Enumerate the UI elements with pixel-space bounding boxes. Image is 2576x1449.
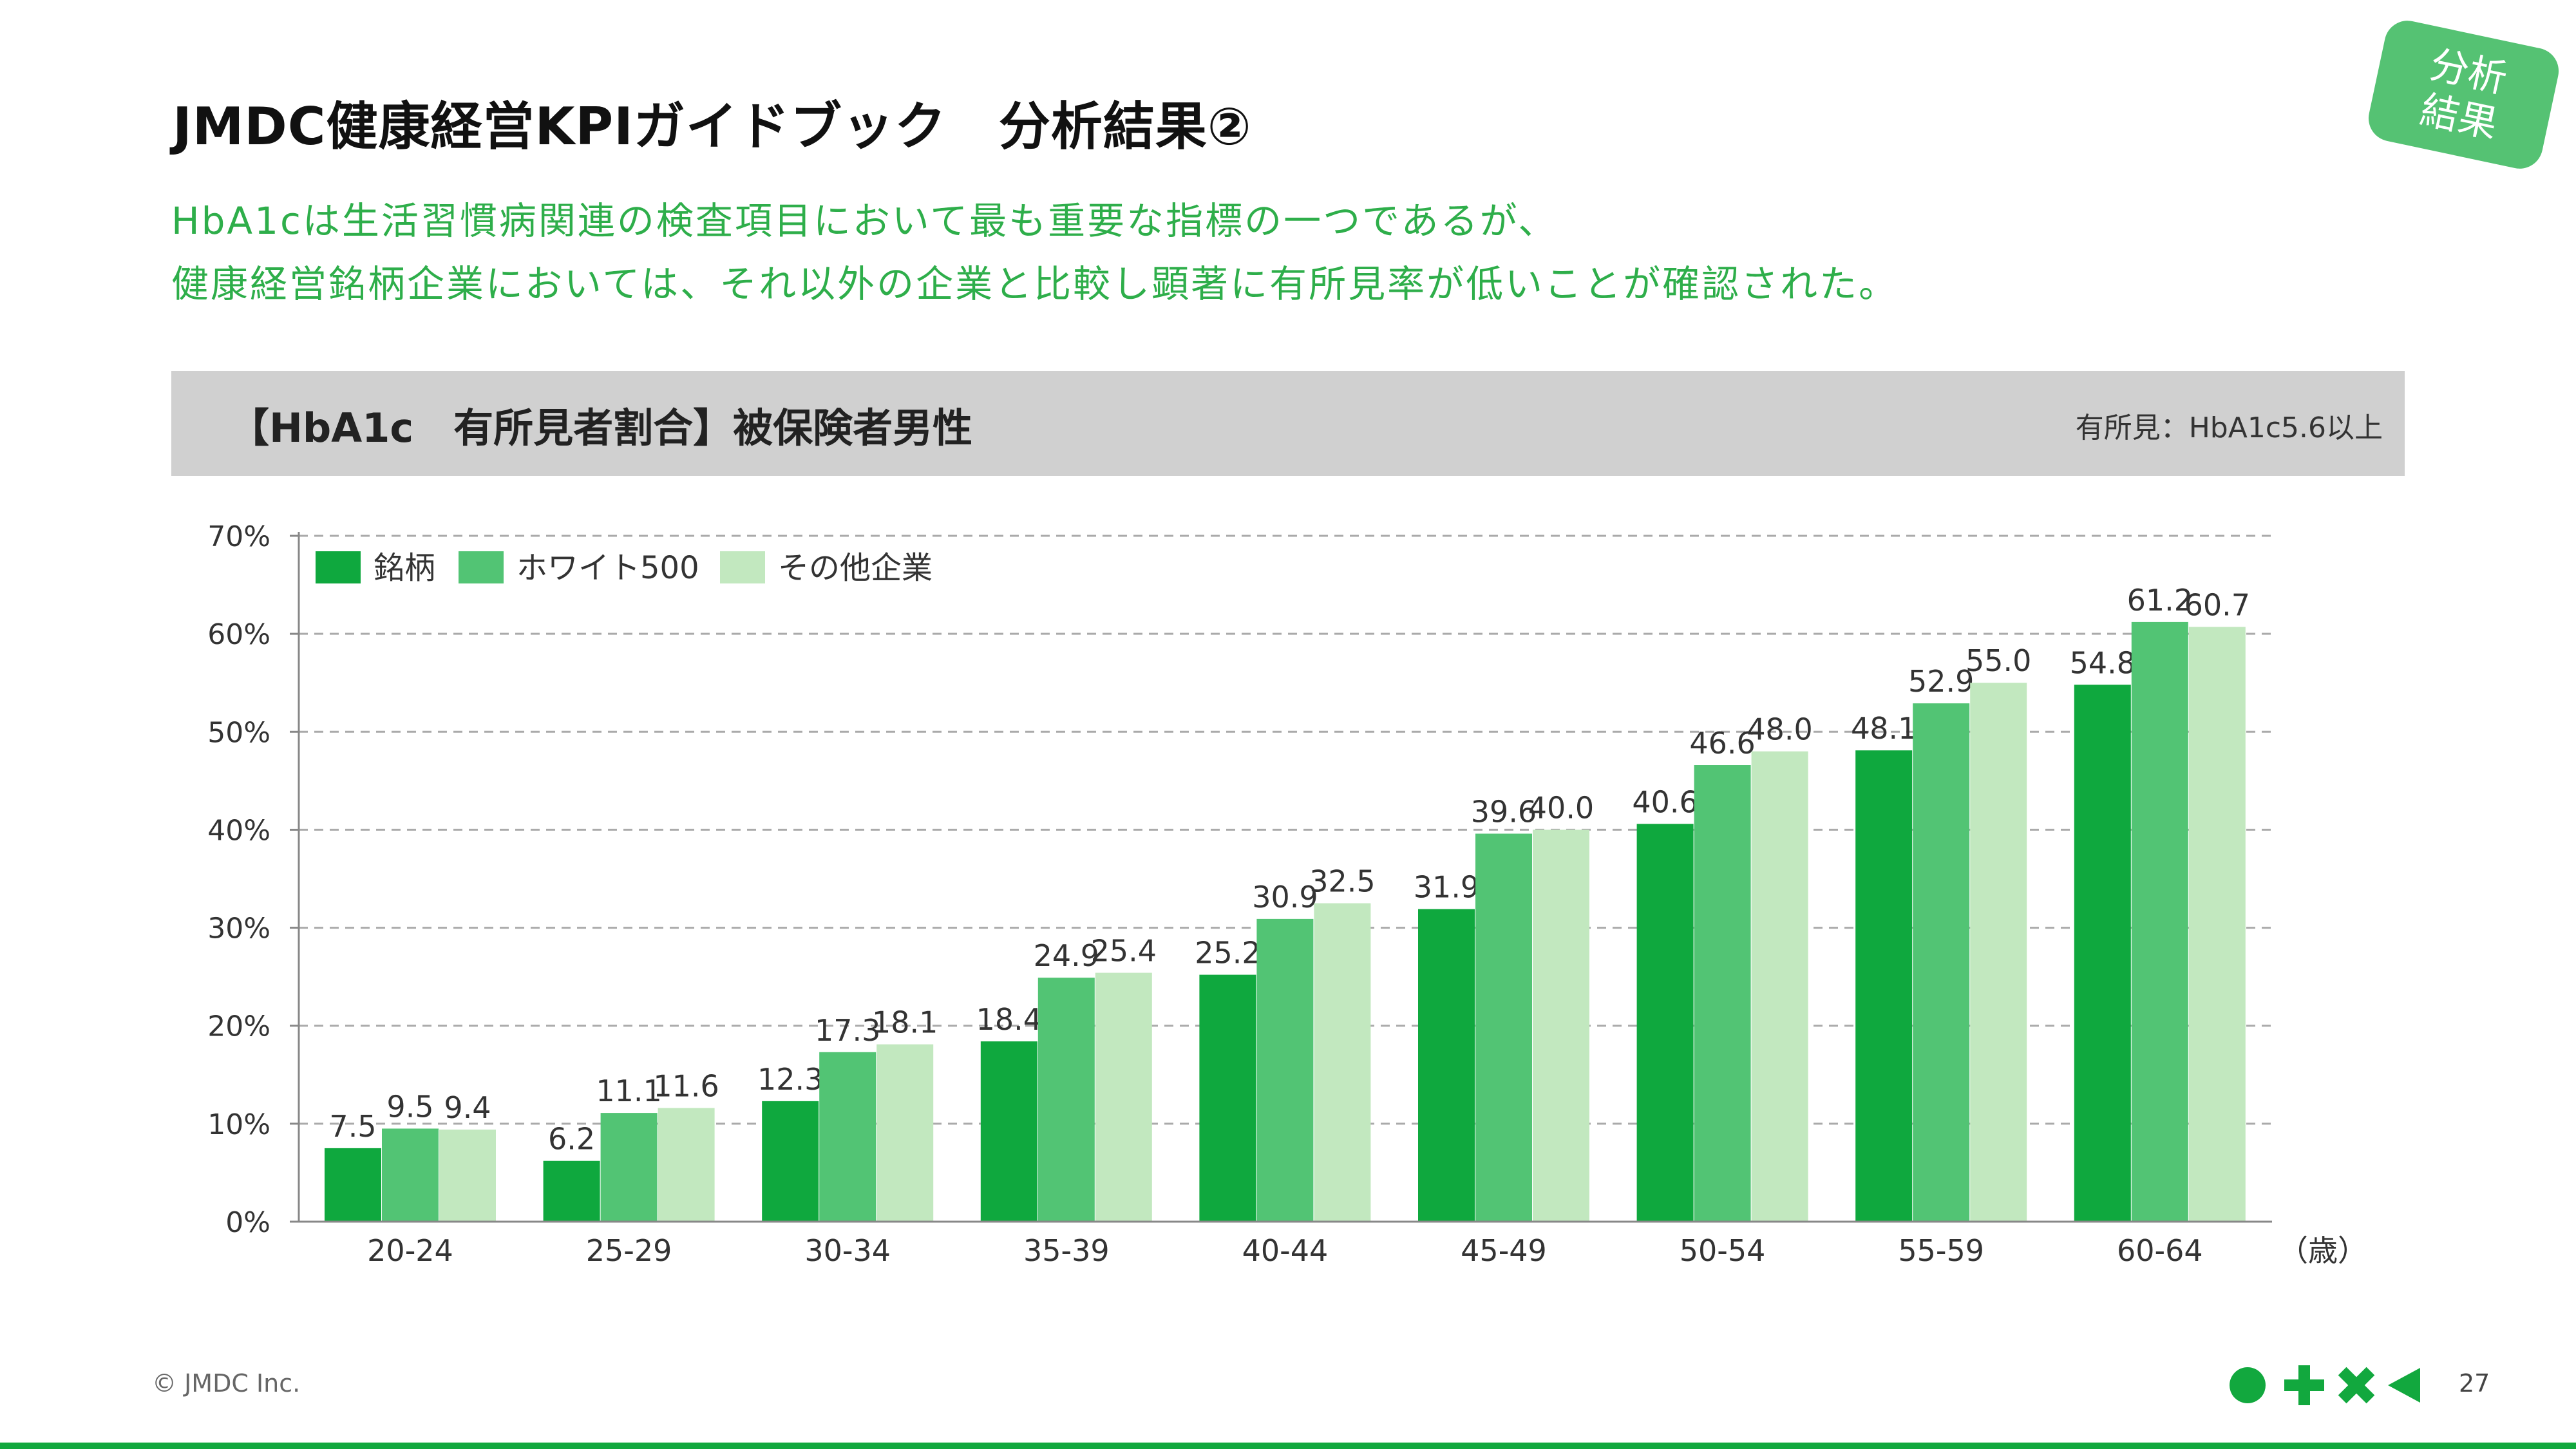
bar (1199, 974, 1256, 1222)
bar (762, 1101, 819, 1222)
data-label: 31.9 (1414, 870, 1479, 905)
bar (1855, 750, 1913, 1222)
data-label: 30.9 (1252, 880, 1318, 914)
y-tick-label: 60% (207, 618, 270, 651)
bar (1314, 903, 1371, 1222)
x-tick-label: 50-54 (1680, 1233, 1766, 1268)
data-label: 54.8 (2070, 645, 2136, 680)
bar (1475, 833, 1532, 1222)
y-tick-label: 30% (207, 913, 270, 945)
data-label: 11.1 (596, 1074, 661, 1108)
bar (1256, 918, 1314, 1222)
data-label: 7.5 (329, 1109, 376, 1144)
bar (1751, 751, 1808, 1222)
bar (658, 1108, 715, 1222)
footer-line (0, 1443, 2576, 1449)
bar (1533, 829, 1589, 1222)
x-tick-label: 55-59 (1898, 1233, 1984, 1268)
y-tick-label: 0% (225, 1206, 270, 1239)
copyright-text: © JMDC Inc. (152, 1369, 301, 1397)
data-label: 32.5 (1309, 864, 1375, 899)
bar (2188, 627, 2246, 1222)
data-label: 55.0 (1965, 643, 2031, 678)
data-label: 60.7 (2184, 587, 2250, 622)
data-label: 24.9 (1034, 938, 1099, 973)
x-tick-label: 20-24 (367, 1233, 453, 1268)
data-label: 61.2 (2127, 583, 2193, 618)
y-tick-label: 50% (207, 716, 270, 749)
subtitle-line-1: HbA1cは生活習慣病関連の検査項目において最も重要な指標の一つであるが、 (171, 199, 1558, 243)
subtitle-line-2: 健康経営銘柄企業においては、それ以外の企業と比較し顕著に有所見率が低いことが確認… (171, 262, 1899, 306)
y-tick-label: 70% (207, 520, 270, 553)
y-tick-label: 10% (207, 1108, 270, 1141)
bar (439, 1129, 496, 1222)
data-label: 6.2 (548, 1122, 595, 1157)
legend-label: 銘柄 (374, 550, 435, 586)
bar (819, 1052, 876, 1222)
chart-header-title: 【HbA1c 有所見者割合】被保険者男性 (229, 404, 973, 451)
data-label: 40.0 (1528, 790, 1594, 825)
bar (1037, 978, 1095, 1222)
data-label: 39.6 (1471, 795, 1537, 829)
legend-swatch (459, 551, 504, 583)
x-axis-unit: （歳） (2278, 1233, 2367, 1268)
data-label: 48.0 (1747, 712, 1812, 747)
data-label: 25.4 (1091, 934, 1157, 969)
bar (876, 1044, 934, 1222)
data-label: 52.9 (1908, 664, 1974, 699)
bar (980, 1041, 1037, 1222)
x-tick-label: 35-39 (1023, 1233, 1110, 1268)
page-number: 27 (2459, 1369, 2490, 1397)
data-label: 18.1 (872, 1005, 938, 1040)
data-label: 40.6 (1632, 784, 1698, 819)
data-label: 12.3 (757, 1062, 823, 1097)
bar (543, 1160, 600, 1222)
legend-label: その他企業 (778, 550, 933, 586)
brand-logo-icon (2230, 1365, 2420, 1405)
y-tick-label: 20% (207, 1010, 270, 1043)
bar (1095, 972, 1152, 1222)
chart-header-bar: 【HbA1c 有所見者割合】被保険者男性 有所見：HbA1c5.6以上 (171, 371, 2405, 476)
bar (1418, 909, 1475, 1222)
legend-swatch (720, 551, 765, 583)
chart-header-note: 有所見：HbA1c5.6以上 (2075, 412, 2383, 444)
x-tick-label: 45-49 (1461, 1233, 1547, 1268)
legend-label: ホワイト500 (516, 550, 699, 586)
data-label: 9.4 (444, 1090, 491, 1125)
data-label: 17.3 (815, 1013, 880, 1048)
page-title: JMDC健康経営KPIガイドブック 分析結果② (173, 97, 1252, 156)
x-tick-label: 25-29 (586, 1233, 672, 1268)
bar (1970, 683, 2027, 1222)
data-label: 11.6 (653, 1069, 719, 1104)
x-tick-label: 40-44 (1242, 1233, 1329, 1268)
data-label: 46.6 (1689, 726, 1755, 761)
bar (2074, 685, 2131, 1222)
bar (600, 1113, 658, 1222)
legend-swatch (316, 551, 361, 583)
data-label: 9.5 (386, 1089, 433, 1124)
bar (382, 1128, 439, 1222)
bar (325, 1148, 381, 1222)
data-label: 25.2 (1195, 936, 1260, 971)
bar (2131, 621, 2188, 1222)
data-label: 18.4 (976, 1002, 1042, 1037)
x-tick-label: 60-64 (2117, 1233, 2203, 1268)
bar (1694, 765, 1751, 1222)
y-tick-label: 40% (207, 814, 270, 847)
bar (1636, 824, 1694, 1222)
x-tick-label: 30-34 (804, 1233, 891, 1268)
bar (1913, 703, 1970, 1222)
data-label: 48.1 (1851, 711, 1917, 746)
